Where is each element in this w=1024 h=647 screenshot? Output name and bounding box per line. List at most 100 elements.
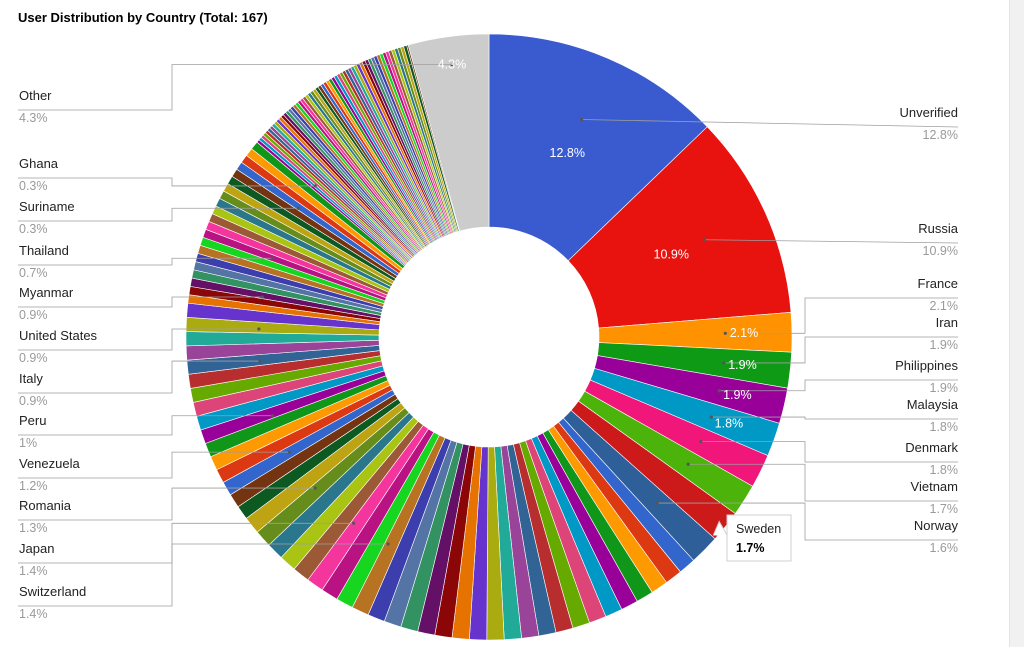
slice-label: United States bbox=[19, 328, 98, 343]
leader-line bbox=[711, 416, 958, 420]
slice-label: Thailand bbox=[19, 243, 69, 258]
leader-line bbox=[18, 257, 273, 266]
leader-line bbox=[688, 463, 958, 502]
leader-line bbox=[725, 297, 958, 334]
slice-label: Russia bbox=[918, 221, 959, 236]
leader-dot bbox=[296, 206, 300, 210]
leader-line bbox=[18, 328, 259, 351]
slice-label: Peru bbox=[19, 413, 46, 428]
slice-percent: 1% bbox=[19, 436, 37, 450]
slice-russia[interactable] bbox=[567, 126, 792, 329]
leader-line bbox=[18, 360, 260, 394]
leader-dot bbox=[699, 440, 703, 444]
tooltip-name: Sweden bbox=[736, 522, 781, 536]
slice-percent: 1.3% bbox=[19, 521, 48, 535]
leader-line bbox=[18, 522, 354, 564]
leader-line bbox=[704, 239, 959, 244]
slice-other[interactable] bbox=[407, 33, 490, 232]
leader-dot bbox=[386, 542, 390, 546]
leader-dot bbox=[271, 256, 275, 260]
slice-percent: 12.8% bbox=[923, 128, 958, 142]
slices-group bbox=[185, 33, 793, 641]
slice-percent: 0.3% bbox=[19, 179, 48, 193]
leader-dot bbox=[686, 462, 690, 466]
slice-percent: 1.6% bbox=[930, 541, 959, 555]
leader-line bbox=[723, 336, 958, 364]
leader-line bbox=[18, 64, 452, 111]
data-label: 12.8% bbox=[550, 146, 585, 160]
slice-percent: 0.9% bbox=[19, 308, 48, 322]
slice-labels: 12.8% 10.9% 2.1% 1.9% 1.9% 1.8% 4.3% Unverified… bbox=[19, 58, 959, 621]
leader-line bbox=[700, 441, 958, 463]
slice-label: Japan bbox=[19, 541, 54, 556]
slice-label: Iran bbox=[936, 315, 958, 330]
leader-dot bbox=[271, 414, 275, 418]
leader-dot bbox=[722, 361, 726, 365]
slice-percent: 0.9% bbox=[19, 351, 48, 365]
data-label: 1.9% bbox=[728, 358, 757, 372]
slice-label: Venezuela bbox=[19, 456, 80, 471]
leader-line bbox=[581, 119, 959, 128]
slice-percent: 0.3% bbox=[19, 222, 48, 236]
leader-line bbox=[18, 487, 316, 521]
leader-dot bbox=[258, 359, 262, 363]
slice-label: Italy bbox=[19, 371, 43, 386]
chart-title: User Distribution by Country (Total: 167… bbox=[18, 10, 268, 25]
slice-percent: 4.3% bbox=[19, 111, 48, 125]
leader-dot bbox=[352, 521, 356, 525]
leader-dot bbox=[450, 62, 454, 67]
slice-percent: 0.9% bbox=[19, 394, 48, 408]
slice-label: Suriname bbox=[19, 199, 75, 214]
page-scrollbar[interactable] bbox=[1009, 0, 1024, 647]
slice-percent: 1.9% bbox=[930, 381, 959, 395]
slice-percent: 10.9% bbox=[923, 244, 958, 258]
leader-dot bbox=[702, 238, 707, 242]
tooltip: Sweden 1.7% bbox=[712, 514, 792, 562]
leader-dot bbox=[717, 389, 721, 393]
slice-label: Myanmar bbox=[19, 285, 74, 300]
leader-line bbox=[719, 379, 958, 392]
leader-line bbox=[18, 296, 263, 308]
slice-percent: 0.7% bbox=[19, 266, 48, 280]
leader-dot bbox=[313, 184, 317, 188]
leader-line bbox=[657, 502, 958, 541]
slice-label: Philippines bbox=[895, 358, 958, 373]
leader-dot bbox=[313, 486, 317, 490]
slice-percent: 1.8% bbox=[930, 420, 959, 434]
leader-line bbox=[18, 543, 389, 607]
leader-dot bbox=[260, 295, 264, 299]
slice-percent: 1.4% bbox=[19, 564, 48, 578]
slice-label: Unverified bbox=[899, 105, 958, 120]
leader-dot bbox=[287, 450, 292, 454]
leader-line bbox=[18, 415, 273, 436]
slice-label: Malaysia bbox=[907, 397, 959, 412]
data-label: 4.3% bbox=[438, 58, 467, 72]
slice-percent: 1.7% bbox=[930, 502, 959, 516]
leader-dot bbox=[655, 501, 659, 505]
slice-percent: 1.2% bbox=[19, 479, 48, 493]
slice-label: Denmark bbox=[905, 440, 958, 455]
leader-line bbox=[18, 177, 316, 187]
slice-percent: 1.4% bbox=[19, 607, 48, 621]
data-label: 1.9% bbox=[723, 388, 752, 402]
leader-dot bbox=[723, 331, 727, 335]
data-label: 10.9% bbox=[654, 248, 689, 262]
slice-label: Romania bbox=[19, 498, 72, 513]
tooltip-pointer bbox=[712, 520, 728, 536]
slice-label: Switzerland bbox=[19, 584, 86, 599]
leader-dot bbox=[257, 327, 261, 331]
slice-label: Ghana bbox=[19, 156, 59, 171]
slice-label: Vietnam bbox=[911, 479, 958, 494]
slice-percent: 2.1% bbox=[930, 299, 959, 313]
tooltip-value: 1.7% bbox=[736, 541, 765, 555]
data-label: 2.1% bbox=[730, 326, 759, 340]
slice-label: France bbox=[918, 276, 958, 291]
leader-dot bbox=[579, 117, 584, 122]
slice-label: Other bbox=[19, 88, 52, 103]
slice-percent: 1.8% bbox=[930, 463, 959, 477]
slice-unverified[interactable] bbox=[488, 33, 708, 262]
tooltip-box bbox=[726, 514, 792, 562]
leader-lines bbox=[18, 62, 959, 607]
leader-line bbox=[18, 207, 299, 222]
